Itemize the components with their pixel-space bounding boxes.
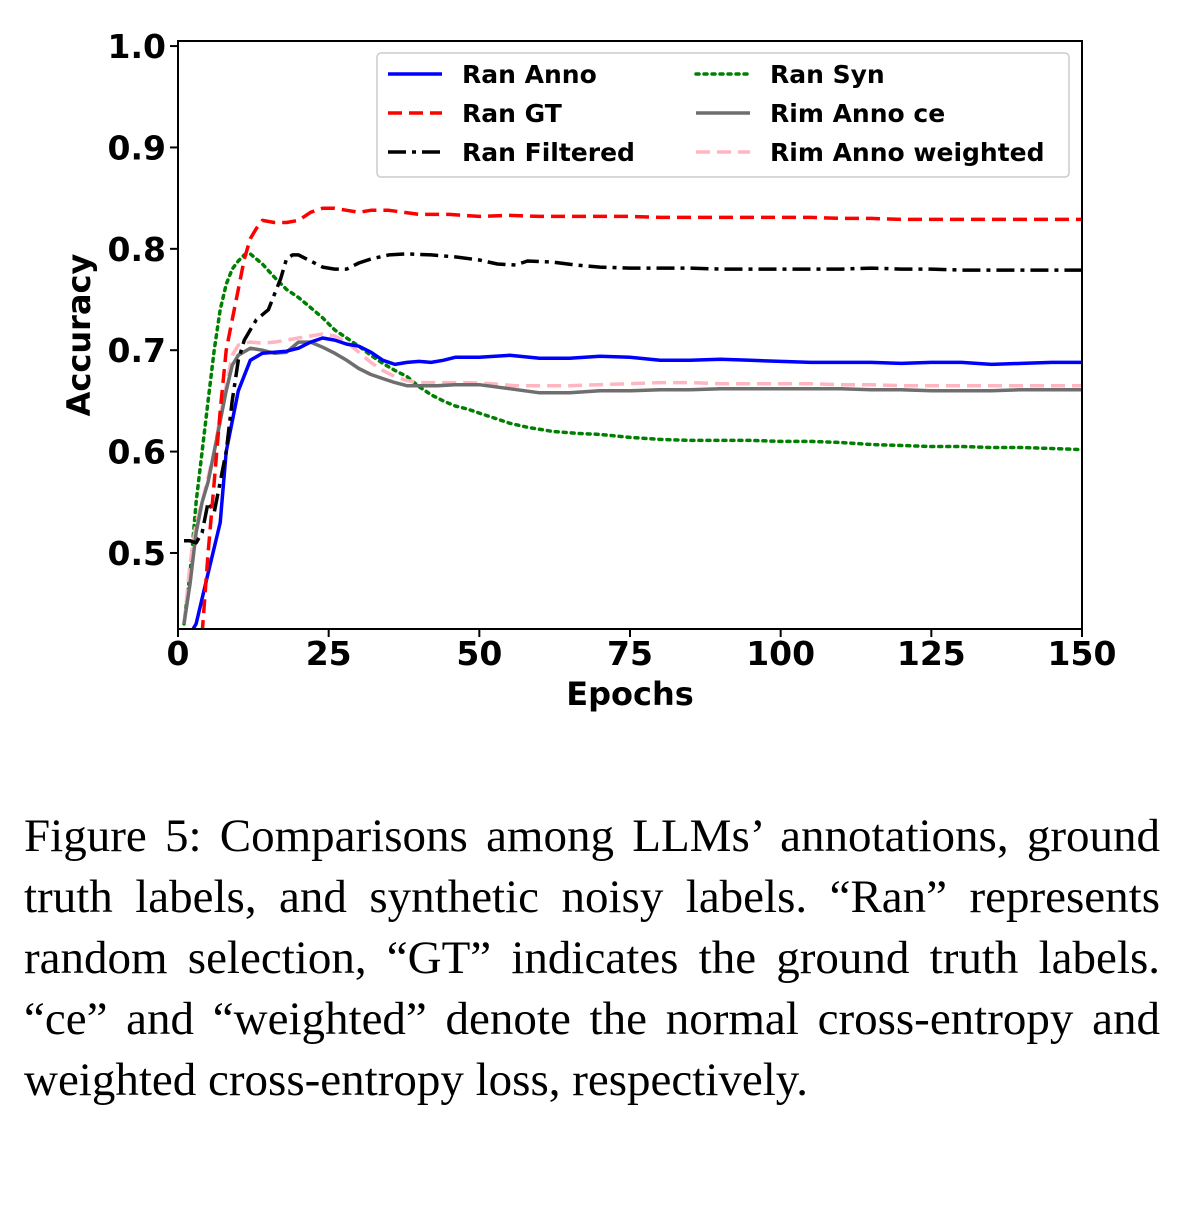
x-tick-label: 0 — [167, 634, 190, 673]
x-tick-label: 125 — [897, 634, 966, 673]
series-line-ran-anno — [191, 336, 1082, 629]
legend-label-ran-filtered: Ran Filtered — [462, 138, 635, 167]
y-tick-label: 0.5 — [108, 534, 166, 573]
series-line-ran-syn — [182, 252, 1082, 626]
chart-canvas: 0 25 50 75 100 125 150 0.5 0.6 0.7 0.8 0.9 1.0 Epoc… — [60, 27, 1117, 713]
legend-label-ran-gt: Ran GT — [462, 99, 562, 128]
y-axis-ticks: 0.5 0.6 0.7 0.8 0.9 1.0 — [108, 27, 178, 573]
y-tick-label: 0.7 — [108, 331, 166, 370]
x-axis-label: Epochs — [566, 675, 694, 713]
legend-box — [376, 52, 1070, 178]
series-line-rim-anno-weighted — [182, 332, 1082, 625]
series-layer — [182, 206, 1082, 629]
legend-label-rim-anno-weighted: Rim Anno weighted — [770, 138, 1045, 167]
y-tick-label: 0.9 — [108, 128, 166, 167]
legend-label-ran-anno: Ran Anno — [462, 60, 597, 89]
legend-label-rim-anno-ce: Rim Anno ce — [770, 99, 945, 128]
x-tick-label: 100 — [746, 634, 815, 673]
legend: Ran Anno Ran GT Ran Filtered Ran Syn Rim Ann… — [376, 52, 1070, 178]
series-line-ran-gt — [200, 206, 1082, 629]
x-tick-label: 50 — [456, 634, 502, 673]
x-axis-ticks: 0 25 50 75 100 125 150 — [167, 629, 1117, 673]
x-tick-label: 75 — [607, 634, 653, 673]
legend-label-ran-syn: Ran Syn — [770, 60, 885, 89]
series-line-rim-anno-ce — [182, 340, 1082, 625]
x-tick-label: 150 — [1048, 634, 1117, 673]
series-line-ran-filtered — [184, 252, 1082, 545]
accuracy-chart: 0 25 50 75 100 125 150 0.5 0.6 0.7 0.8 0.9 1.0 Epoc… — [60, 27, 1117, 713]
y-tick-label: 0.8 — [108, 230, 166, 269]
y-axis-label: Accuracy — [60, 254, 98, 417]
x-tick-label: 25 — [306, 634, 352, 673]
y-tick-label: 1.0 — [108, 27, 166, 66]
figure-caption: Figure 5: Comparisons among LLMs’ annota… — [24, 810, 1160, 1106]
y-tick-label: 0.6 — [108, 433, 166, 472]
